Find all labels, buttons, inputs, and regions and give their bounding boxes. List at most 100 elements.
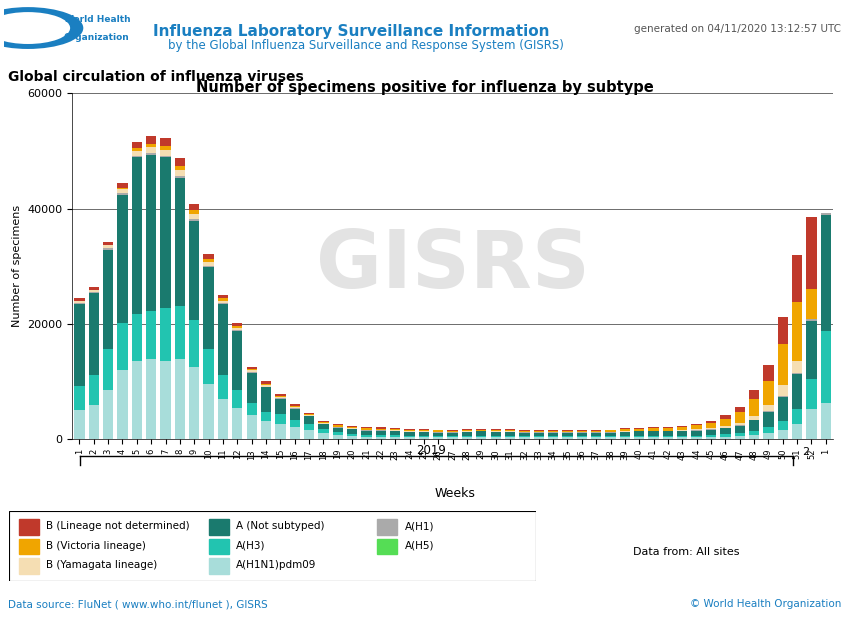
Bar — [563, 430, 573, 432]
Bar — [232, 330, 242, 331]
Bar — [74, 386, 85, 411]
Bar — [175, 178, 185, 305]
Bar — [88, 290, 99, 292]
Bar — [462, 437, 472, 439]
Bar — [304, 414, 314, 415]
Bar — [290, 427, 300, 439]
Bar — [720, 426, 730, 428]
Bar — [88, 293, 99, 374]
Bar — [290, 407, 300, 408]
Bar — [419, 432, 429, 435]
Text: B (Yamagata lineage): B (Yamagata lineage) — [47, 560, 158, 570]
Bar — [734, 412, 745, 423]
Bar — [763, 427, 774, 433]
Bar — [103, 242, 113, 245]
Bar — [232, 331, 242, 389]
Bar — [318, 429, 329, 433]
Bar — [505, 429, 515, 430]
Bar — [318, 421, 329, 422]
Bar — [304, 415, 314, 416]
Bar — [807, 379, 817, 409]
Bar — [189, 211, 200, 214]
Bar — [117, 323, 128, 370]
Text: 2019: 2019 — [416, 444, 446, 457]
Bar — [74, 305, 85, 386]
Bar — [275, 414, 286, 424]
Bar — [304, 424, 314, 430]
Bar — [261, 412, 271, 421]
Bar — [778, 430, 788, 439]
Bar — [390, 435, 400, 437]
Bar — [778, 316, 788, 344]
Bar — [232, 389, 242, 407]
Bar — [720, 434, 730, 437]
Bar — [146, 146, 156, 153]
Bar — [290, 420, 300, 427]
Bar — [763, 365, 774, 381]
Bar — [332, 427, 343, 432]
Bar — [447, 437, 458, 439]
Bar — [434, 432, 444, 435]
Bar — [677, 427, 688, 430]
Bar — [318, 433, 329, 439]
Bar — [189, 221, 200, 320]
Bar — [117, 183, 128, 188]
Bar — [563, 432, 573, 435]
Bar — [146, 136, 156, 144]
Text: B (Victoria lineage): B (Victoria lineage) — [47, 541, 146, 551]
Bar — [146, 155, 156, 312]
Bar — [634, 437, 644, 439]
Bar — [706, 437, 717, 439]
Bar — [620, 437, 630, 439]
Bar — [519, 430, 530, 432]
Bar — [246, 366, 257, 369]
Bar — [706, 430, 717, 435]
Bar — [591, 432, 601, 435]
Bar — [749, 416, 759, 420]
Bar — [691, 430, 702, 435]
Bar — [763, 405, 774, 411]
Bar — [634, 430, 644, 431]
Bar — [591, 435, 601, 437]
Bar — [419, 435, 429, 437]
Bar — [246, 403, 257, 415]
Bar — [175, 305, 185, 359]
Bar — [376, 429, 386, 430]
Text: Weeks: Weeks — [434, 487, 475, 500]
Bar — [376, 435, 386, 437]
Bar — [132, 148, 142, 151]
Bar — [318, 423, 329, 424]
Bar — [490, 437, 501, 439]
Bar — [720, 429, 730, 434]
Bar — [246, 372, 257, 373]
Bar — [275, 397, 286, 398]
Bar — [304, 413, 314, 414]
Bar — [734, 423, 745, 426]
Bar — [332, 424, 343, 426]
Bar — [505, 430, 515, 431]
Bar — [490, 429, 501, 430]
Bar — [261, 388, 271, 412]
Bar — [820, 404, 831, 439]
Bar — [132, 158, 142, 314]
Bar — [209, 558, 229, 574]
Bar — [88, 292, 99, 293]
Bar — [691, 424, 702, 426]
Bar — [347, 436, 357, 439]
Bar — [19, 519, 39, 535]
Bar — [434, 435, 444, 437]
Bar — [405, 437, 415, 439]
Bar — [161, 138, 171, 146]
Bar — [591, 437, 601, 439]
Bar — [132, 156, 142, 158]
Bar — [103, 349, 113, 390]
Bar — [677, 430, 688, 431]
Bar — [232, 323, 242, 326]
Bar — [691, 437, 702, 439]
Bar — [146, 153, 156, 155]
Text: A(H1): A(H1) — [405, 521, 434, 531]
Bar — [734, 426, 745, 433]
Bar — [634, 435, 644, 437]
Bar — [218, 301, 228, 303]
Bar — [720, 419, 730, 426]
